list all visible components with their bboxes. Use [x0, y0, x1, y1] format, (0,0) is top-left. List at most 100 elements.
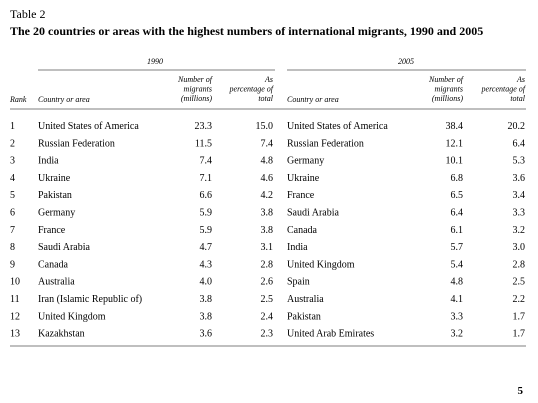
- table-cell: 3.3: [513, 208, 526, 219]
- table-cell: 2.3: [261, 329, 274, 340]
- table-cell: Saudi Arabia: [38, 242, 90, 253]
- table-cell: 7.1: [200, 173, 213, 184]
- table-cell: 2.5: [513, 277, 526, 288]
- table-cell: 2.6: [261, 277, 274, 288]
- table-cell: 6.6: [200, 190, 213, 201]
- table-cell: 5.9: [200, 225, 213, 236]
- table-cell: 12: [10, 311, 20, 322]
- table-cell: Pakistan: [287, 311, 321, 322]
- table-cell: 4.0: [200, 277, 213, 288]
- column-header: As percentage of total: [481, 75, 527, 103]
- table-cell: 6.8: [451, 173, 464, 184]
- table-cell: Iran (Islamic Republic of): [38, 294, 142, 305]
- table-cell: 3.8: [200, 311, 213, 322]
- table-cell: 2.2: [513, 294, 526, 305]
- table-cell: Russian Federation: [287, 138, 364, 149]
- group-header: 2005: [398, 57, 414, 66]
- table-cell: Australia: [38, 277, 75, 288]
- table-cell: 38.4: [446, 121, 464, 132]
- table-cell: 1.7: [513, 329, 526, 340]
- table-cell: 10: [10, 277, 20, 288]
- table-cell: 3.2: [451, 329, 464, 340]
- table-cell: 5.4: [451, 259, 464, 270]
- table-cell: France: [287, 190, 315, 201]
- table-cell: 3.0: [513, 242, 526, 253]
- column-header: Country or area: [287, 95, 339, 104]
- table-cell: 3.8: [200, 294, 213, 305]
- column-header: Number of migrants (millions): [428, 75, 465, 103]
- table-cell: 2.8: [513, 259, 526, 270]
- table-cell: United States of America: [38, 121, 139, 132]
- table-cell: 1: [10, 121, 15, 132]
- table-cell: Saudi Arabia: [287, 208, 339, 219]
- table-cell: 4.8: [451, 277, 464, 288]
- table-cell: France: [38, 225, 66, 236]
- table-cell: 7.4: [261, 138, 274, 149]
- page-number: 5: [518, 385, 524, 397]
- table-cell: 4.2: [261, 190, 274, 201]
- table-cell: 3.6: [200, 329, 213, 340]
- table-cell: 9: [10, 259, 15, 270]
- table-cell: United States of America: [287, 121, 388, 132]
- table-cell: 4: [10, 173, 15, 184]
- table-cell: India: [287, 242, 308, 253]
- group-header: 1990: [147, 57, 163, 66]
- table-cell: Russian Federation: [38, 138, 115, 149]
- table-cell: 23.3: [195, 121, 213, 132]
- table-cell: 2.4: [261, 311, 274, 322]
- table-cell: 13: [10, 329, 20, 340]
- table-cell: Ukraine: [38, 173, 71, 184]
- table-cell: 5.7: [451, 242, 464, 253]
- table-cell: India: [38, 156, 59, 167]
- table-cell: 3.2: [513, 225, 526, 236]
- table-cell: 5.3: [513, 156, 526, 167]
- column-header: Rank: [9, 95, 27, 104]
- table-cell: 15.0: [256, 121, 274, 132]
- table-cell: 12.1: [446, 138, 464, 149]
- table-cell: Pakistan: [38, 190, 72, 201]
- table-cell: Australia: [287, 294, 324, 305]
- table-title: The 20 countries or areas with the highe…: [10, 24, 483, 38]
- column-header: Number of migrants (millions): [177, 75, 214, 103]
- table-cell: Canada: [38, 259, 69, 270]
- column-header: Country or area: [38, 95, 90, 104]
- table-cell: 6: [10, 208, 15, 219]
- table-cell: United Kingdom: [287, 259, 355, 270]
- table-cell: 3.3: [451, 311, 464, 322]
- table-cell: Ukraine: [287, 173, 320, 184]
- table-cell: 1.7: [513, 311, 526, 322]
- table-cell: 2.5: [261, 294, 274, 305]
- table-cell: 4.1: [451, 294, 464, 305]
- table-cell: Kazakhstan: [38, 329, 85, 340]
- table-cell: United Arab Emirates: [287, 329, 374, 340]
- table-cell: 4.3: [200, 259, 213, 270]
- table-cell: 3.8: [261, 225, 274, 236]
- table-cell: 3.1: [261, 242, 274, 253]
- table-cell: 8: [10, 242, 15, 253]
- table-cell: Germany: [38, 208, 75, 219]
- table-cell: 3: [10, 156, 15, 167]
- table-cell: 7.4: [200, 156, 213, 167]
- table-cell: United Kingdom: [38, 311, 106, 322]
- table-cell: 3.6: [513, 173, 526, 184]
- table-cell: 5: [10, 190, 15, 201]
- table-cell: 20.2: [508, 121, 526, 132]
- column-header: As percentage of total: [229, 75, 275, 103]
- table-cell: Spain: [287, 277, 310, 288]
- table-cell: 6.4: [513, 138, 526, 149]
- table-cell: Canada: [287, 225, 318, 236]
- table-cell: 3.8: [261, 208, 274, 219]
- table-cell: 2.8: [261, 259, 274, 270]
- table-cell: 4.8: [261, 156, 274, 167]
- table-cell: 11: [10, 294, 20, 305]
- table-cell: 5.9: [200, 208, 213, 219]
- table-cell: 6.5: [451, 190, 464, 201]
- table-cell: 11.5: [195, 138, 212, 149]
- table-cell: 7: [10, 225, 15, 236]
- table-cell: 10.1: [446, 156, 464, 167]
- table-cell: 6.1: [451, 225, 464, 236]
- table-cell: 6.4: [451, 208, 464, 219]
- table-cell: 4.6: [261, 173, 274, 184]
- table-cell: 2: [10, 138, 15, 149]
